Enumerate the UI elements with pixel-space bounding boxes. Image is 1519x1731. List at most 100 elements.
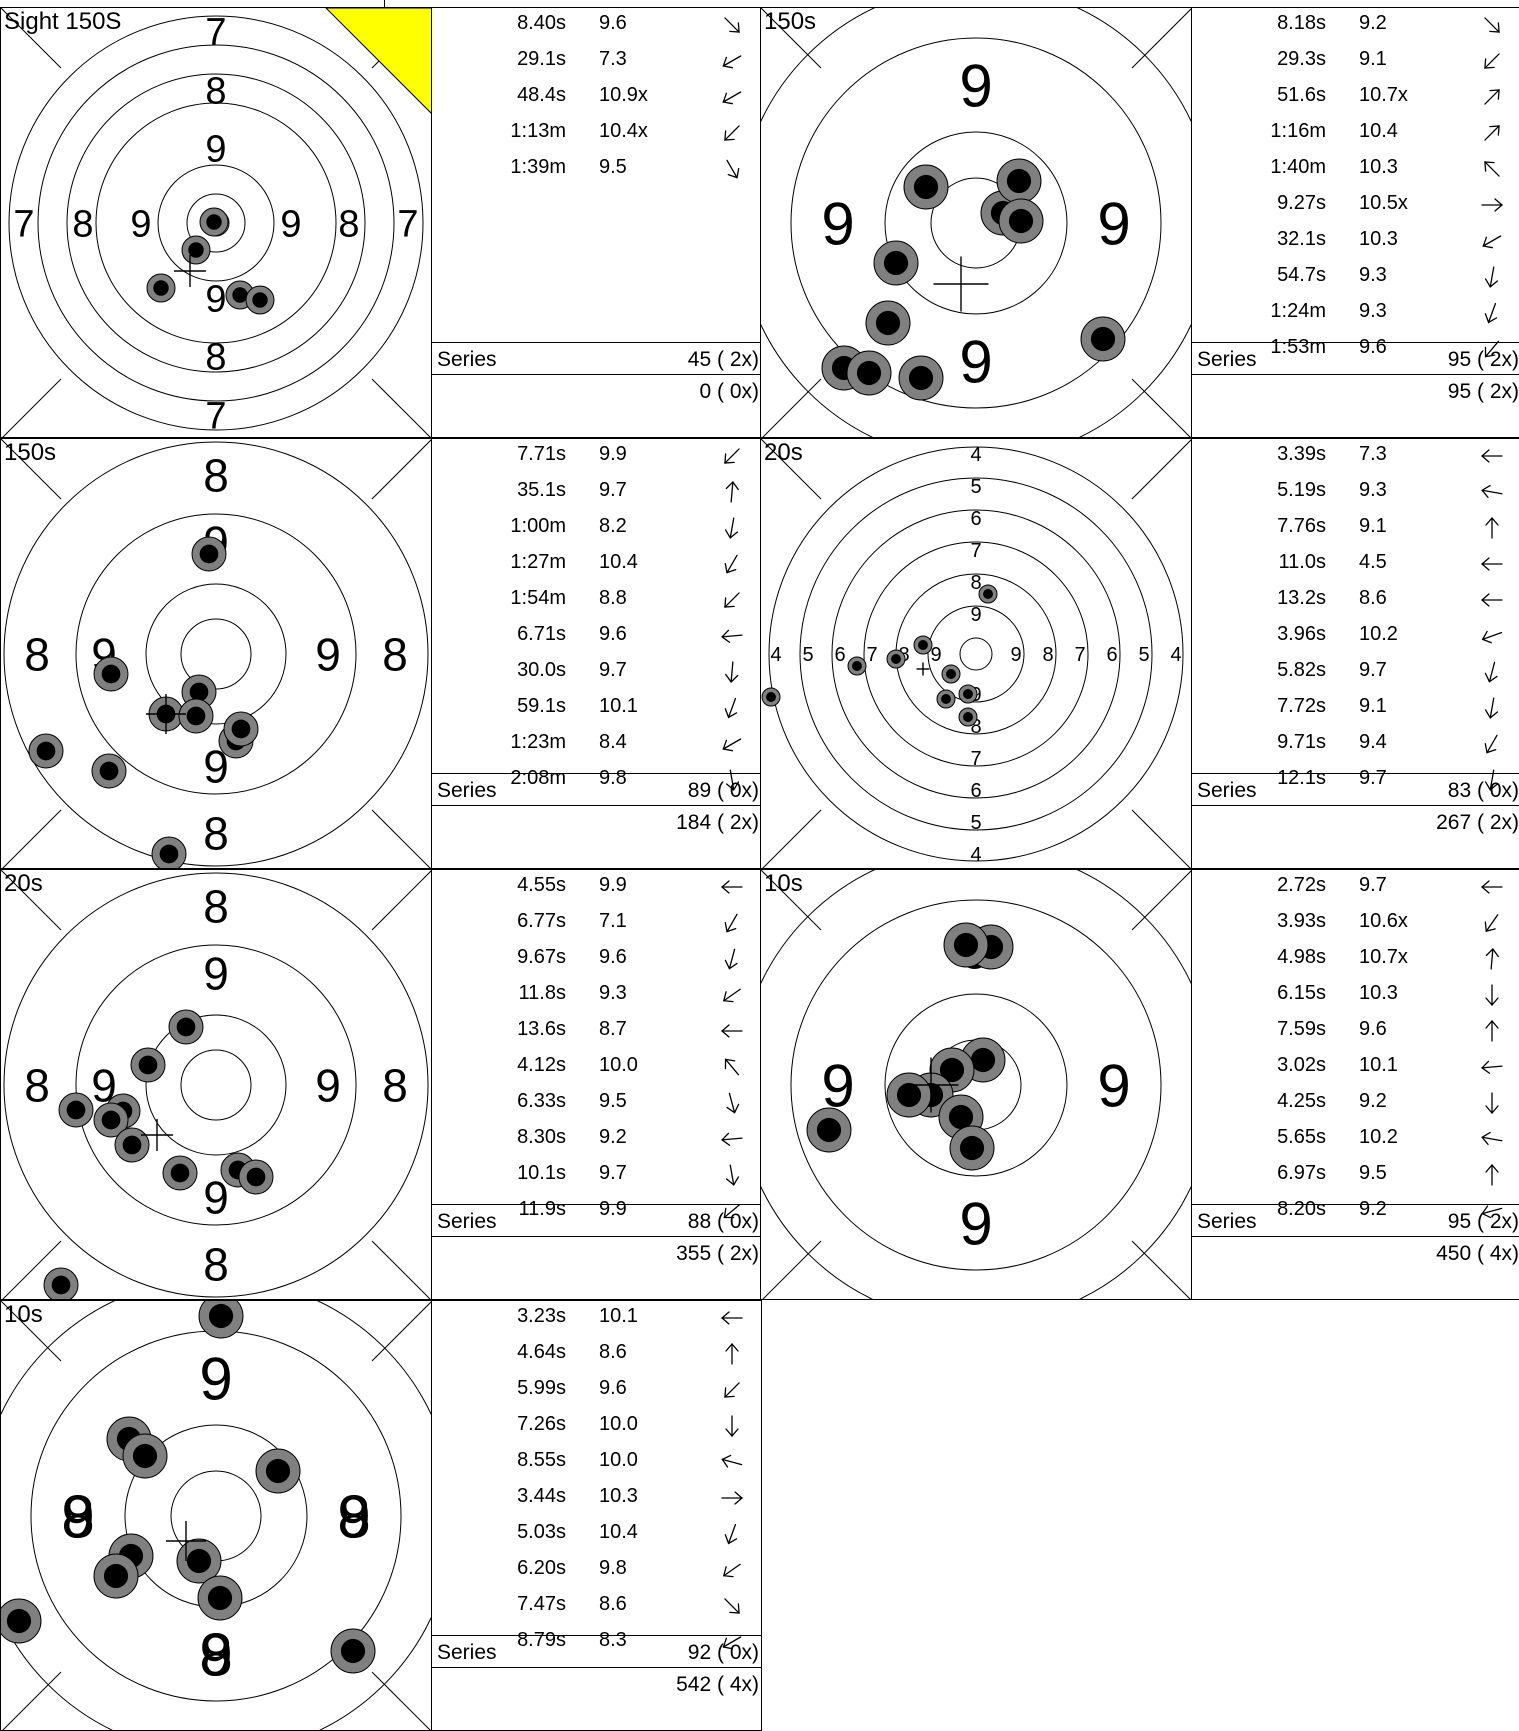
target-ring [3,872,429,1298]
shot-score: 10.0 [599,1449,638,1471]
shot-time: 4.25s [1277,1090,1326,1112]
shot-score: 9.3 [599,982,627,1004]
shot-row: 11.9s 9.9 [432,1194,761,1230]
shot-score: 9.1 [1359,515,1387,537]
ring-number: 9 [821,191,854,258]
shot-score: 10.2 [1359,623,1398,645]
series-row: Series 83 ( 0x) [1192,773,1519,809]
total-score: 267 ( 2x) [1436,811,1519,834]
shot-direction-arrow-icon [721,587,743,613]
corner-mark [1,870,62,931]
corner-mark [762,378,822,437]
ring-number: 9 [1097,1053,1130,1120]
ring-number: 7 [397,204,418,246]
shot-hole [941,664,961,684]
total-score: 95 ( 2x) [1447,380,1519,403]
shot-hole [130,1047,166,1083]
shot-time: 6.71s [517,623,566,645]
shot-direction-arrow-icon [721,1198,743,1224]
shot-row: 3.02s 10.1 [1192,1050,1519,1086]
shot-row: 4.98s 10.7x [1192,942,1519,978]
panel-time-label: 150s [4,439,57,466]
shot-row: 6.20s 9.8 [432,1553,761,1589]
shot-direction-arrow-icon [721,982,743,1008]
target-face: 456789987654456789987654 [761,439,1191,868]
shot-score: 9.5 [1359,1162,1387,1184]
shot-direction-arrow-icon [1481,551,1503,577]
shot-row: 11.8s 9.3 [432,978,761,1014]
total-score: 542 ( 4x) [676,1673,759,1696]
shot-hole [176,1538,222,1584]
shot-time: 1:39m [510,156,566,178]
shot-time: 1:16m [1270,120,1326,142]
shot-hole [151,836,187,868]
ring-number: 4 [970,444,981,466]
shot-hole [114,1127,150,1163]
ring-number: 8 [1042,644,1053,666]
shot-score: 10.1 [1359,1054,1398,1076]
series-row: Series 95 ( 2x) [1192,1204,1519,1240]
shot-row: 4.64s 8.6 [432,1337,761,1373]
shot-score: 8.7 [599,1018,627,1040]
ring-number: 7 [205,396,226,438]
shot-hole [846,350,892,396]
shot-time: 7.59s [1277,1018,1326,1040]
shot-direction-arrow-icon [721,1090,743,1116]
shot-score: 10.4x [599,120,648,142]
group-center-cross-icon [933,256,989,312]
corner-mark [371,439,431,500]
shot-hole [958,684,978,704]
target-panel: 10s 8 9 9 8 9 9 8 3.23s 10.1 4.64s 8.6 5.99s 9.6 7.26s… [0,1300,762,1731]
series-score: 95 ( 2x) [1447,1210,1519,1233]
shot-direction-arrow-icon [721,156,743,182]
shot-direction-arrow-icon [721,12,743,38]
target-ring [95,102,337,344]
shot-direction-arrow-icon [721,1377,743,1403]
shot-row: 9.27s 10.5x [1192,188,1519,224]
shot-score: 10.7x [1359,946,1408,968]
shot-row: 3.23s 10.1 [432,1301,761,1337]
shot-hole [93,1102,129,1138]
corner-mark [2,1671,62,1730]
ring-number: 7 [970,748,981,770]
shot-score: 8.6 [599,1593,627,1615]
series-row: Series 45 ( 2x) [432,342,761,378]
shot-table: 3.23s 10.1 4.64s 8.6 5.99s 9.6 7.26s 10.0 8.55s 1… [432,1301,761,1730]
shot-time: 5.99s [517,1377,566,1399]
corner-mark [761,439,822,500]
corner-mark [371,809,431,868]
shot-time: 9.67s [517,946,566,968]
ring-number: 8 [203,1239,229,1291]
shot-hole [168,1009,204,1045]
shot-table: 2.72s 9.7 3.93s 10.6x 4.98s 10.7x 6.15s 10.3 7.5… [1192,870,1519,1299]
shot-row: 1:24m 9.3 [1192,296,1519,332]
total-score: 355 ( 2x) [676,1242,759,1265]
target-ring [799,477,1153,831]
ring-number: 9 [959,53,992,120]
shot-row: 4.55s 9.9 [432,870,761,906]
shot-row: 5.03s 10.4 [432,1517,761,1553]
shot-time: 4.12s [517,1054,566,1076]
ring-number: 9 [315,1060,341,1112]
shot-direction-arrow-icon [721,120,743,146]
shot-time: 32.1s [1277,228,1326,250]
series-label: Series [437,1210,497,1233]
shot-direction-arrow-icon [721,479,743,505]
target-ring [927,605,1025,703]
shot-time: 1:53m [1270,336,1326,358]
shot-time: 30.0s [517,659,566,681]
shot-direction-arrow-icon [1481,300,1503,326]
shot-row: 1:27m 10.4 [432,547,761,583]
target-panel: 20s4567899876544567899876543.39s7.35.19s… [760,438,1519,869]
corner-mark [761,870,822,931]
shot-hole [873,240,919,286]
shot-time: 7.71s [517,443,566,465]
shot-score: 9.3 [1359,264,1387,286]
shot-time: 3.39s [1277,443,1326,465]
shot-row: 59.1s 10.1 [432,691,761,727]
shot-direction-arrow-icon [1481,443,1503,469]
series-row: Series 92 ( 0x) [432,1635,761,1671]
shot-hole [943,922,989,968]
ring-number: 9 [970,604,981,626]
shot-direction-arrow-icon [721,1521,743,1547]
